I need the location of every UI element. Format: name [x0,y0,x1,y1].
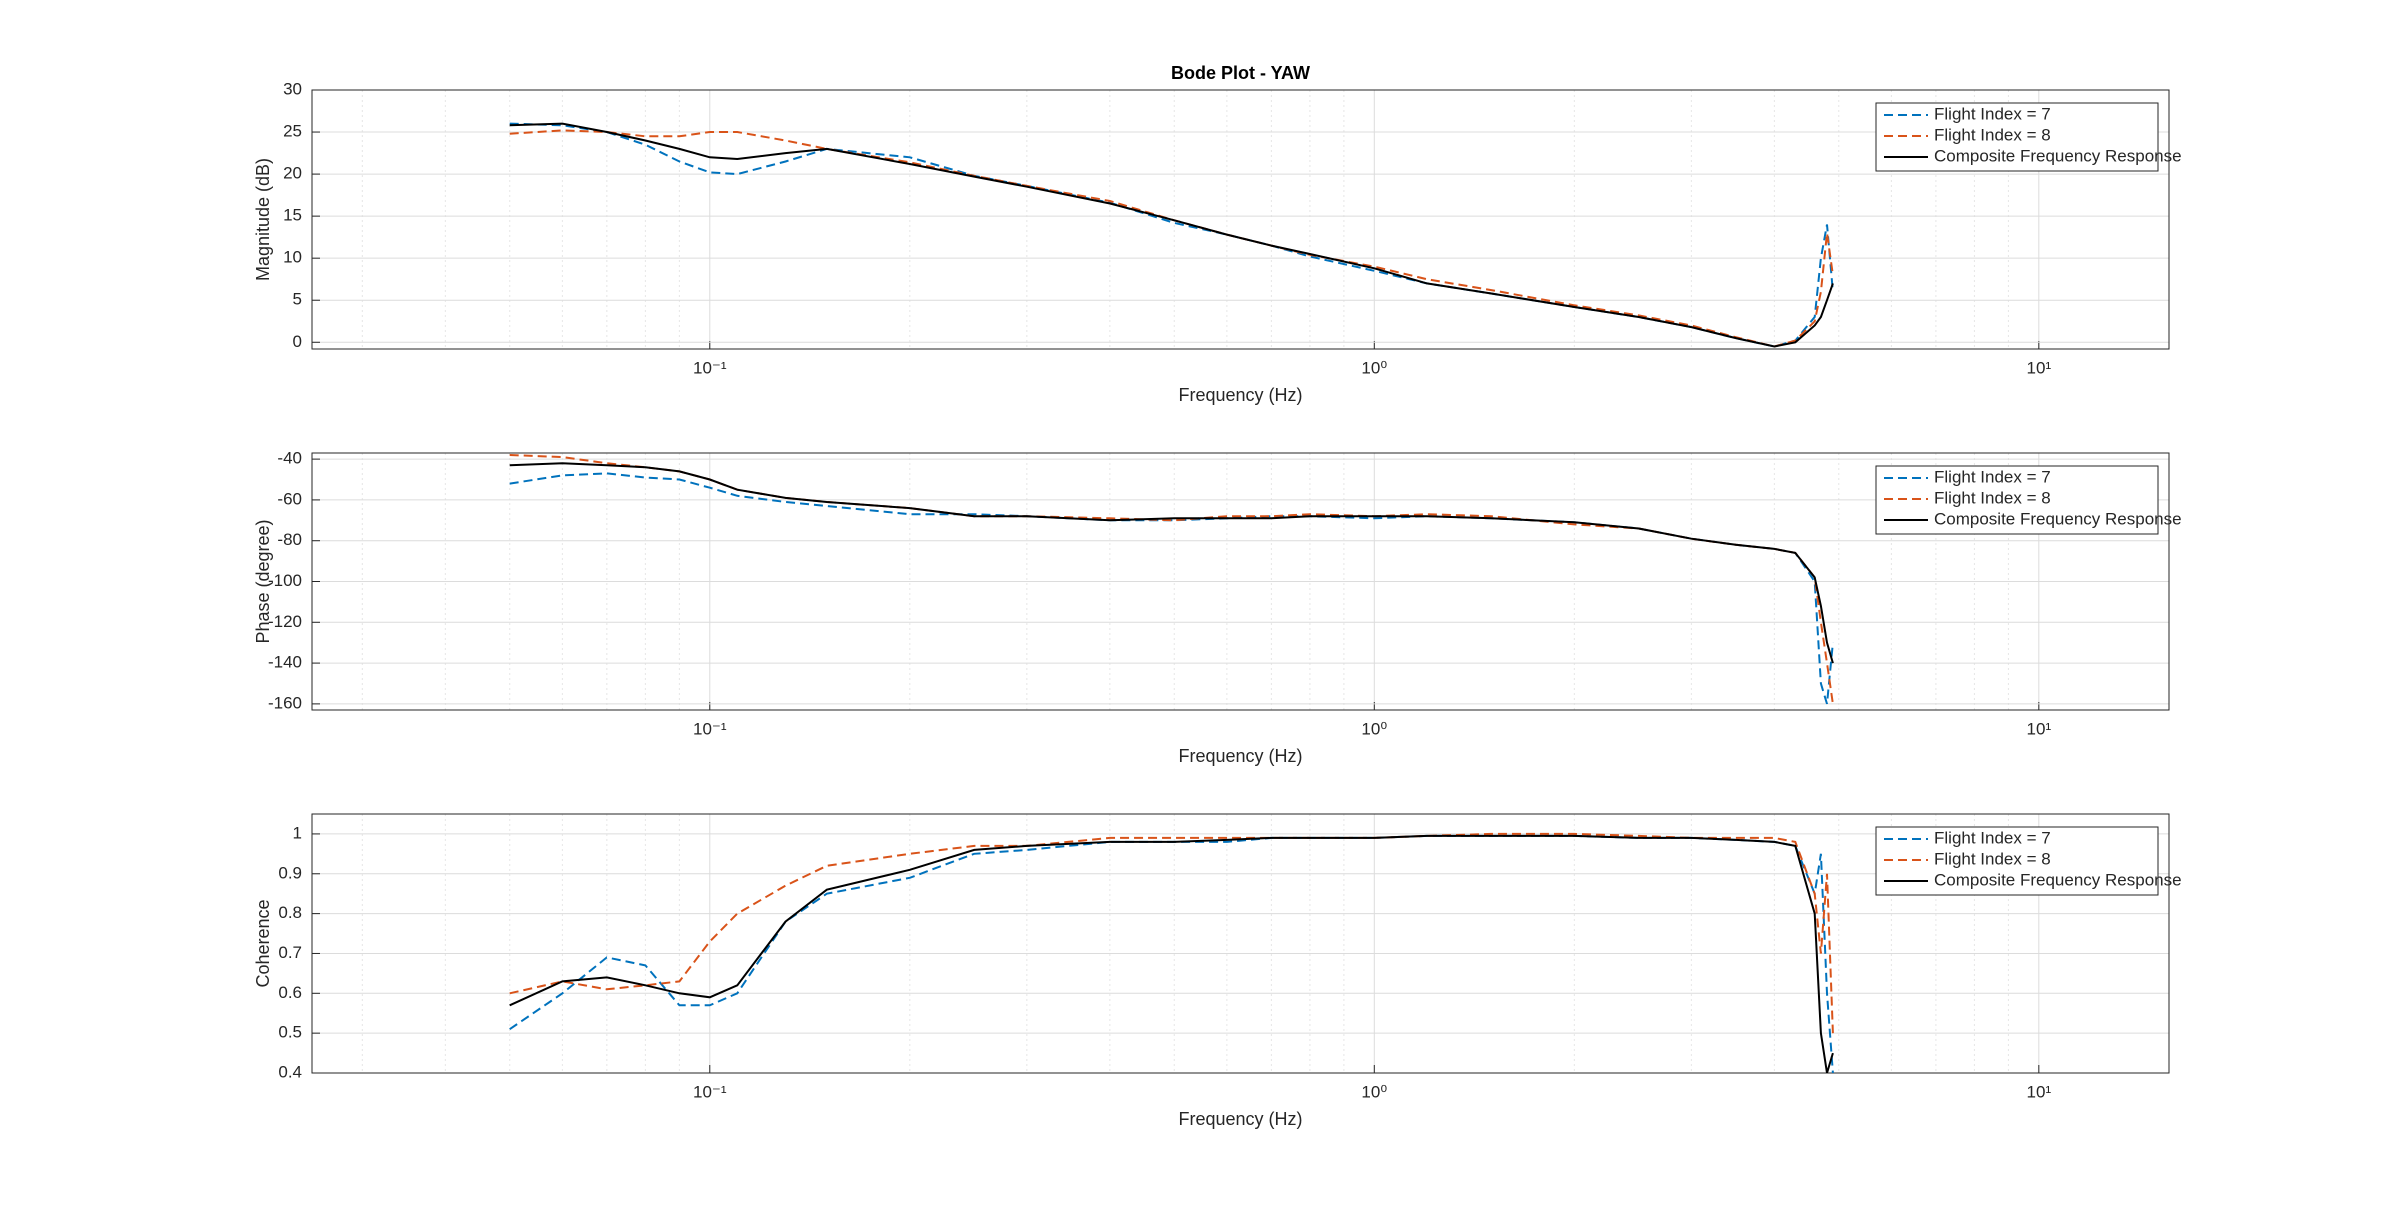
axes-box [311,89,2170,350]
subplot: 10⁻¹ 10⁰ 10¹ -160 -140 -120 -100 -80 -60 -40 Frequ… [253,449,2182,766]
x-tick-label: 10¹ [2027,358,2052,377]
y-tick-label: 0.5 [278,1023,302,1042]
y-tick-label: -160 [268,693,302,712]
legend-label: Flight Index = 8 [1934,849,2051,868]
legend-label: Flight Index = 8 [1934,125,2051,144]
axes-box [311,813,2170,1074]
y-tick-label: -60 [277,489,302,508]
x-tick-label: 10⁻¹ [693,719,727,738]
y-tick-label: -120 [268,612,302,631]
legend-label: Composite Frequency Response [1934,509,2182,528]
x-tick-label: 10⁻¹ [693,358,727,377]
series-line [509,122,1834,348]
x-axis-label: Frequency (Hz) [1178,385,1302,405]
y-tick-label: 30 [283,79,302,98]
legend-label: Flight Index = 7 [1934,467,2051,486]
y-tick-label: 0.7 [278,943,302,962]
legend: Flight Index = 7 Flight Index = 8 Composit… [1875,102,2182,172]
y-tick-label: 15 [283,206,302,225]
y-tick-label: 0.9 [278,863,302,882]
y-tick-label: 0 [293,332,302,351]
y-tick-label: -40 [277,449,302,468]
series-line [509,834,1834,1073]
x-tick-label: 10⁰ [1361,1082,1387,1101]
legend-box [1875,465,2159,535]
x-tick-label: 10⁻¹ [693,1082,727,1101]
legend: Flight Index = 7 Flight Index = 8 Composit… [1875,465,2182,535]
y-axis-label: Phase (degree) [253,519,273,643]
x-tick-label: 10¹ [2027,1082,2052,1101]
series-line [509,834,1834,1073]
subplot: 10⁻¹ 10⁰ 10¹ 0 5 10 15 20 25 30 Bode Plot - YAW Fre… [253,63,2182,405]
legend-box [1875,826,2159,896]
axes-box [311,452,2170,711]
x-tick-label: 10⁰ [1361,358,1387,377]
plot-area [312,90,2169,349]
x-axis-label: Frequency (Hz) [1178,746,1302,766]
legend-label: Composite Frequency Response [1934,870,2182,889]
subplot: 10⁻¹ 10⁰ 10¹ 0.4 0.5 0.6 0.7 0.8 0.9 1 Frequency (… [253,813,2182,1129]
y-tick-label: -140 [268,653,302,672]
legend-label: Flight Index = 8 [1934,488,2051,507]
x-tick-label: 10¹ [2027,719,2052,738]
y-tick-label: 25 [283,122,302,141]
y-tick-label: 20 [283,164,302,183]
y-tick-label: -100 [268,571,302,590]
y-axis-label: Magnitude (dB) [253,158,273,281]
x-axis-label: Frequency (Hz) [1178,1109,1302,1129]
y-tick-label: 0.4 [278,1062,302,1081]
legend-box [1875,102,2159,172]
plot-area [312,814,2169,1073]
legend-label: Flight Index = 7 [1934,104,2051,123]
y-tick-label: 10 [283,248,302,267]
chart-title: Bode Plot - YAW [1171,63,1310,83]
series-line [509,462,1834,664]
y-tick-label: 0.6 [278,983,302,1002]
legend-label: Composite Frequency Response [1934,146,2182,165]
legend-label: Flight Index = 7 [1934,828,2051,847]
legend: Flight Index = 7 Flight Index = 8 Composit… [1875,826,2182,896]
y-tick-label: -80 [277,530,302,549]
y-tick-label: 5 [293,290,302,309]
y-tick-label: 1 [293,823,302,842]
y-axis-label: Coherence [253,899,273,987]
x-tick-label: 10⁰ [1361,719,1387,738]
y-tick-label: 0.8 [278,903,302,922]
